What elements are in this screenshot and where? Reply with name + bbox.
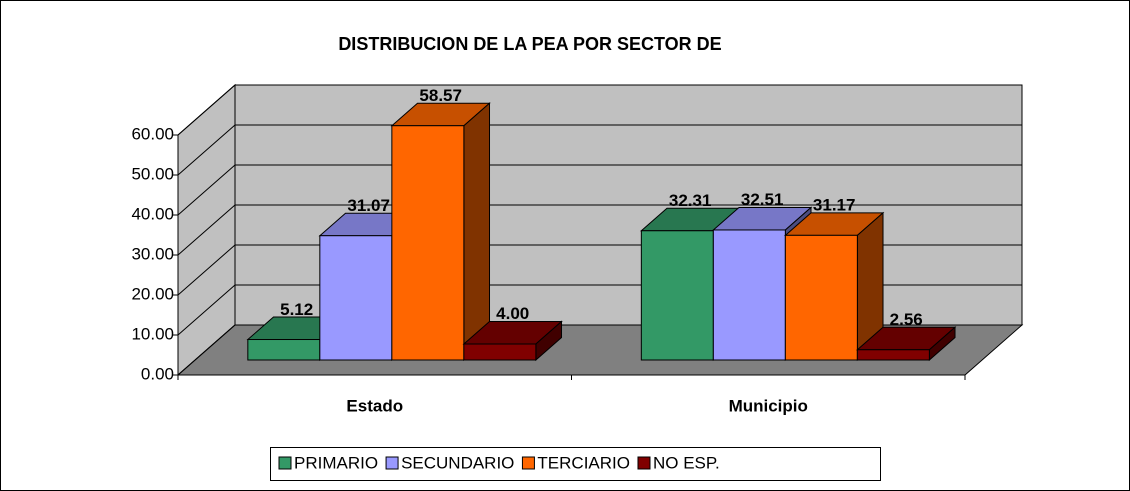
chart-title: DISTRIBUCION DE LA PEA POR SECTOR DE	[338, 34, 721, 54]
legend-swatch	[385, 456, 399, 470]
legend-swatch	[278, 456, 292, 470]
x-tick-label: Municipio	[729, 396, 808, 415]
y-tick-label: 40.00	[131, 204, 174, 223]
legend-swatch	[521, 456, 535, 470]
x-tick-label: Estado	[346, 396, 403, 415]
y-tick-label: 60.00	[131, 124, 174, 143]
bar	[319, 235, 393, 361]
y-tick-label: 10.00	[131, 324, 174, 343]
data-label: 32.31	[669, 191, 712, 210]
legend-box	[270, 447, 881, 481]
data-label: 58.57	[419, 86, 462, 105]
legend-label: SECUNDARIO	[401, 453, 514, 472]
bar	[856, 349, 930, 361]
data-label: 31.17	[813, 196, 856, 215]
bar	[247, 339, 321, 361]
bar	[784, 234, 858, 361]
data-label: 31.07	[347, 196, 390, 215]
y-tick-label: 0.00	[141, 364, 174, 383]
legend-label: TERCIARIO	[537, 453, 630, 472]
bar	[712, 229, 786, 361]
grid-line	[177, 124, 1022, 176]
grid-line	[177, 204, 1022, 256]
bar	[391, 125, 465, 361]
data-label: 4.00	[496, 304, 529, 323]
legend-label: PRIMARIO	[294, 453, 378, 472]
data-label: 2.56	[890, 310, 923, 329]
bar-side	[463, 102, 491, 362]
y-tick-label: 20.00	[131, 284, 174, 303]
grid-line	[177, 84, 1022, 136]
y-tick-label: 30.00	[131, 244, 174, 263]
y-tick-label: 50.00	[131, 164, 174, 183]
legend-swatch	[637, 456, 651, 470]
grid-line	[177, 164, 1022, 216]
bar	[640, 230, 714, 361]
bar	[463, 343, 537, 361]
data-label: 32.51	[741, 190, 784, 209]
data-label: 5.12	[280, 300, 313, 319]
legend-label: NO ESP.	[653, 453, 720, 472]
